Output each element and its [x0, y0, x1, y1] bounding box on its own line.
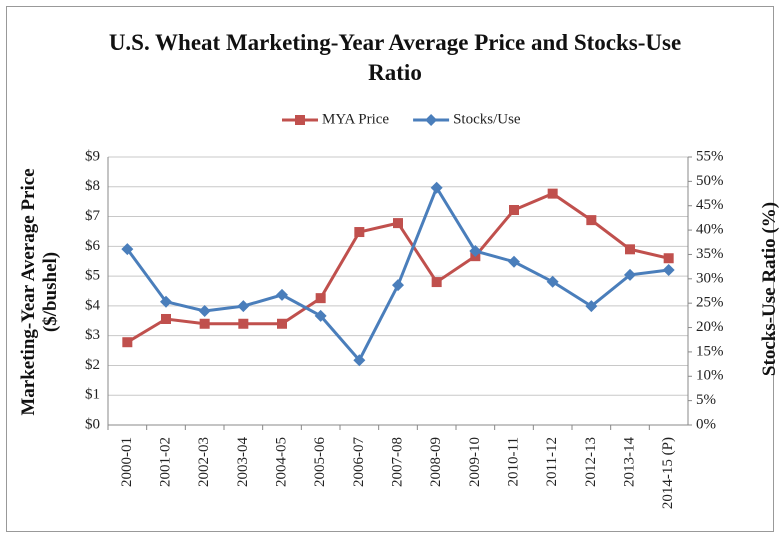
x-tick-label: 2014-15 (P) [660, 437, 676, 509]
x-tick-label: 2000-01 [119, 437, 135, 487]
point [237, 300, 250, 313]
point [238, 318, 249, 329]
point [662, 264, 675, 277]
x-tick-label: 2011-12 [544, 437, 560, 486]
y2-tick-label: 45% [696, 197, 724, 213]
y-tick-label: $8 [85, 178, 100, 194]
point [353, 354, 366, 367]
y2-tick-label: 5% [696, 392, 716, 408]
point [469, 245, 482, 258]
y2-tick-label: 55% [696, 148, 724, 164]
y2-tick-label: 20% [696, 319, 724, 335]
y2-tick-label: 50% [696, 173, 724, 189]
x-tick-label: 2001-02 [157, 437, 173, 487]
y-tick-label: $6 [85, 238, 101, 254]
y-tick-label: $1 [85, 387, 100, 403]
y2-tick-label: 35% [696, 246, 724, 262]
y2-tick-label: 15% [696, 343, 724, 359]
point [315, 293, 326, 304]
point [161, 313, 171, 324]
y2-tick-label: 25% [696, 295, 724, 311]
y-tick-label: $5 [85, 268, 100, 284]
y2-tick-label: 40% [696, 222, 724, 238]
point [392, 279, 404, 292]
point [624, 268, 636, 281]
point [121, 243, 134, 256]
legend-marker [425, 114, 438, 126]
legend-marker [295, 115, 305, 125]
chart-frame [6, 6, 774, 532]
point [663, 253, 674, 264]
legend-label: MYA Price [322, 111, 389, 127]
point [199, 318, 210, 329]
y2-tick-label: 10% [696, 368, 724, 384]
legend-label: Stocks/Use [453, 111, 521, 127]
x-tick-label: 2006-07 [351, 437, 367, 487]
point [546, 275, 559, 288]
point [585, 300, 598, 313]
chart-title: U.S. Wheat Marketing-Year Average Price … [108, 30, 682, 85]
x-tick-label: 2004-05 [273, 437, 289, 487]
point [198, 304, 211, 317]
y2-tick-label: 30% [696, 270, 724, 286]
point [509, 205, 519, 216]
x-tick-label: 2008-09 [428, 437, 444, 487]
y-axis-label: Marketing-Year Average Price ($/bushel) [18, 168, 61, 416]
x-tick-label: 2007-08 [389, 437, 405, 487]
y-tick-label: $2 [85, 357, 100, 373]
x-tick-label: 2003-04 [235, 437, 251, 487]
point [354, 227, 365, 238]
y-tick-label: $7 [85, 208, 101, 224]
y2-axis-label: Stocks-Use Ratio (%) [759, 201, 780, 377]
point [314, 309, 327, 322]
series-line [126, 184, 669, 363]
y-tick-label: $9 [85, 148, 100, 164]
x-tick-label: 2010-11 [505, 437, 521, 486]
point [393, 218, 403, 229]
y-tick-label: $4 [85, 297, 101, 313]
x-tick-label: 2002-03 [196, 437, 212, 487]
y-tick-label: $0 [85, 416, 100, 432]
point [586, 215, 597, 226]
x-tick-label: 2005-06 [312, 437, 328, 487]
point [547, 188, 558, 199]
point [431, 277, 442, 288]
x-tick-label: 2013-14 [621, 437, 637, 487]
y2-tick-label: 0% [696, 416, 716, 432]
point [508, 255, 520, 268]
point [122, 337, 133, 348]
x-tick-label: 2009-10 [467, 437, 483, 487]
point [276, 288, 288, 301]
x-tick-label: 2012-13 [583, 437, 599, 487]
point [160, 295, 172, 308]
point [625, 244, 635, 255]
point [430, 181, 443, 194]
y-tick-label: $3 [85, 327, 100, 343]
point [277, 318, 287, 329]
